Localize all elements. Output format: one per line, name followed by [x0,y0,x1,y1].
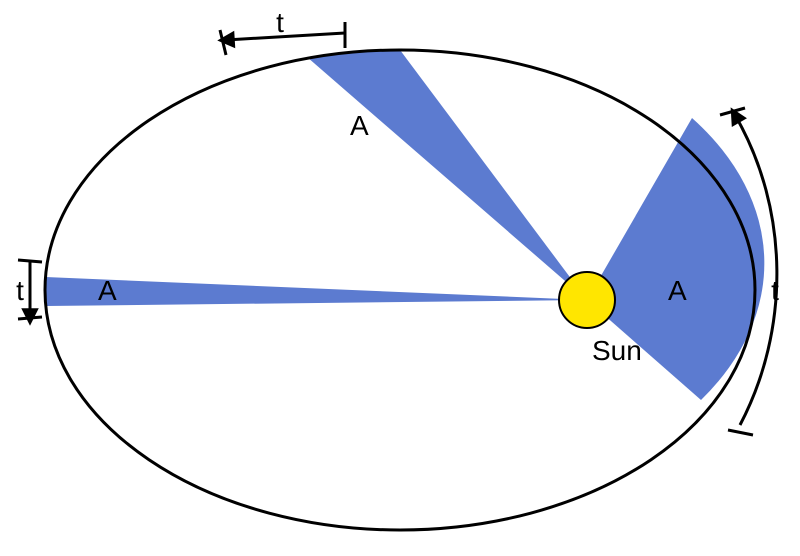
swept-area-top [307,50,587,300]
area-label-top: A [350,110,369,141]
sun-label: Sun [592,335,642,366]
kepler-diagram: Sun A A A t t t [0,0,800,556]
area-label-left: A [98,275,117,306]
area-label-right: A [668,275,687,306]
svg-text:t: t [16,275,24,306]
time-marker-left: t [16,260,42,319]
sun-icon [559,272,615,328]
swept-area-left [45,277,587,306]
svg-text:t: t [276,7,284,38]
svg-text:t: t [771,275,779,306]
time-marker-top: t [220,7,345,55]
